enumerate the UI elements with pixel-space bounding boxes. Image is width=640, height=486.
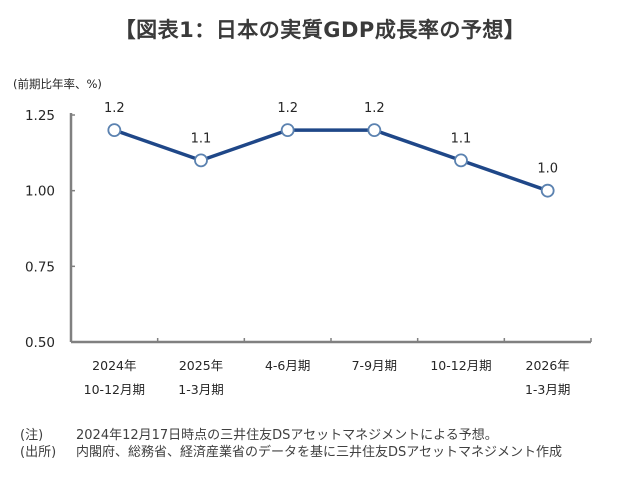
data-label: 1.2 <box>277 101 298 116</box>
data-point-marker <box>107 123 122 138</box>
y-tick-label: 1.00 <box>25 184 55 200</box>
data-label: 1.1 <box>191 131 212 146</box>
x-tick-label: 2025年 1-3月期 <box>178 358 223 397</box>
source-row: (出所) 内閣府、総務省、経済産業省のデータを基に三井住友DSアセットマネジメン… <box>20 444 562 461</box>
data-label: 1.1 <box>451 131 472 146</box>
data-point-marker <box>454 153 468 168</box>
x-tick-label: 7-9月期 <box>352 358 397 373</box>
x-tick-label: 10-12月期 <box>430 358 491 373</box>
x-tick-label: 2026年 1-3月期 <box>525 358 570 397</box>
note-text: 2024年12月17日時点の三井住友DSアセットマネジメントによる予想。 <box>76 428 498 443</box>
x-tick-label: 4-6月期 <box>265 358 310 373</box>
data-label: 1.0 <box>537 162 558 177</box>
note-label: (注) <box>20 428 44 443</box>
x-tick-label-line: 10-12月期 <box>84 382 145 397</box>
y-axis-unit-label: (前期比年率、%) <box>13 77 102 91</box>
x-tick-label-line: 7-9月期 <box>352 358 397 373</box>
y-tick-label: 0.75 <box>25 259 55 275</box>
note-row: (注) 2024年12月17日時点の三井住友DSアセットマネジメントによる予想。 <box>20 427 562 444</box>
data-point-marker <box>367 123 382 138</box>
series: 1.2 1.1 1.2 1.2 1.1 1.0 <box>104 101 558 198</box>
source-text: 内閣府、総務省、経済産業省のデータを基に三井住友DSアセットマネジメント作成 <box>76 445 563 460</box>
axes <box>69 113 592 344</box>
x-tick-label-line: 2024年 <box>92 358 136 373</box>
data-point-marker <box>194 153 208 168</box>
x-tick-label-line: 2025年 <box>179 358 223 373</box>
data-point-marker <box>280 123 295 138</box>
chart-title: 【図表1：日本の実質GDP成長率の予想】 <box>114 18 526 42</box>
data-point-marker <box>540 183 555 198</box>
x-tick-label-line: 1-3月期 <box>525 382 570 397</box>
x-tick-label-line: 1-3月期 <box>178 382 223 397</box>
series-line <box>113 128 549 193</box>
source-label: (出所) <box>20 445 57 460</box>
x-tick-label-line: 2026年 <box>526 358 570 373</box>
y-tick-label: 0.50 <box>25 335 55 351</box>
x-tick-label: 2024年 10-12月期 <box>84 358 145 397</box>
x-tick-label-line: 10-12月期 <box>430 358 491 373</box>
y-tick-labels: 0.50 0.75 1.00 1.25 <box>25 108 55 351</box>
x-tick-label-line: 4-6月期 <box>265 358 310 373</box>
data-label: 1.2 <box>104 101 125 116</box>
y-tick-label: 1.25 <box>25 108 55 124</box>
data-label: 1.2 <box>364 101 385 116</box>
footnotes: (注) 2024年12月17日時点の三井住友DSアセットマネジメントによる予想。… <box>20 427 562 461</box>
